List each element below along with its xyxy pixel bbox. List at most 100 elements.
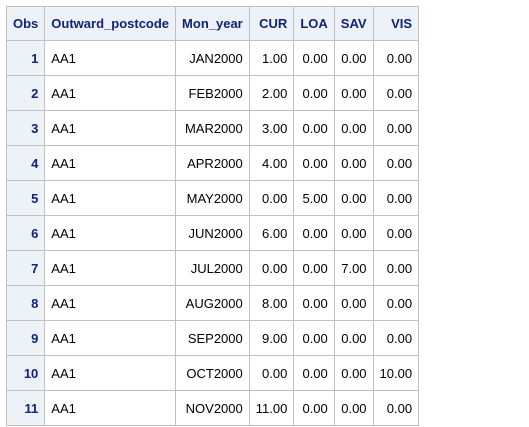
results-viewer: Obs Outward_postcode Mon_year CUR LOA SA… — [6, 6, 420, 426]
cell-obs: 2 — [7, 76, 45, 110]
table-row: 7 AA1 JUL2000 0.00 0.00 7.00 0.00 — [7, 251, 419, 285]
table-row: 2 AA1 FEB2000 2.00 0.00 0.00 0.00 — [7, 76, 419, 110]
header-vis: VIS — [373, 7, 419, 40]
cell-sav: 7.00 — [334, 251, 373, 285]
cell-loa: 0.00 — [294, 321, 334, 355]
cell-outward-postcode: AA1 — [45, 111, 176, 145]
cell-loa: 0.00 — [294, 286, 334, 320]
table-row: 10 AA1 OCT2000 0.00 0.00 0.00 10.00 — [7, 356, 419, 390]
cell-outward-postcode: AA1 — [45, 286, 176, 320]
cell-vis: 0.00 — [373, 146, 419, 180]
cell-obs: 5 — [7, 181, 45, 215]
cell-vis: 10.00 — [373, 356, 419, 390]
cell-obs: 11 — [7, 391, 45, 425]
cell-cur: 9.00 — [249, 321, 294, 355]
header-mon-year: Mon_year — [176, 7, 249, 40]
cell-vis: 0.00 — [373, 181, 419, 215]
table-row: 6 AA1 JUN2000 6.00 0.00 0.00 0.00 — [7, 216, 419, 250]
cell-outward-postcode: AA1 — [45, 41, 176, 75]
cell-vis: 0.00 — [373, 111, 419, 145]
table-header: Obs Outward_postcode Mon_year CUR LOA SA… — [7, 7, 419, 40]
cell-mon-year: FEB2000 — [176, 76, 249, 110]
cell-mon-year: MAY2000 — [176, 181, 249, 215]
cell-sav: 0.00 — [334, 286, 373, 320]
cell-loa: 0.00 — [294, 111, 334, 145]
cell-mon-year: JUL2000 — [176, 251, 249, 285]
cell-vis: 0.00 — [373, 76, 419, 110]
cell-cur: 6.00 — [249, 216, 294, 250]
cell-obs: 8 — [7, 286, 45, 320]
cell-cur: 4.00 — [249, 146, 294, 180]
cell-outward-postcode: AA1 — [45, 146, 176, 180]
cell-obs: 1 — [7, 41, 45, 75]
cell-mon-year: OCT2000 — [176, 356, 249, 390]
cell-mon-year: AUG2000 — [176, 286, 249, 320]
cell-cur: 0.00 — [249, 181, 294, 215]
cell-vis: 0.00 — [373, 391, 419, 425]
table-row: 11 AA1 NOV2000 11.00 0.00 0.00 0.00 — [7, 391, 419, 425]
cell-outward-postcode: AA1 — [45, 216, 176, 250]
cell-sav: 0.00 — [334, 146, 373, 180]
cell-sav: 0.00 — [334, 216, 373, 250]
cell-outward-postcode: AA1 — [45, 321, 176, 355]
cell-obs: 7 — [7, 251, 45, 285]
cell-loa: 0.00 — [294, 216, 334, 250]
header-outward-postcode: Outward_postcode — [45, 7, 176, 40]
cell-cur: 1.00 — [249, 41, 294, 75]
cell-cur: 3.00 — [249, 111, 294, 145]
data-table: Obs Outward_postcode Mon_year CUR LOA SA… — [6, 6, 420, 426]
cell-cur: 0.00 — [249, 251, 294, 285]
cell-obs: 6 — [7, 216, 45, 250]
cell-outward-postcode: AA1 — [45, 251, 176, 285]
cell-sav: 0.00 — [334, 356, 373, 390]
cell-sav: 0.00 — [334, 41, 373, 75]
header-sav: SAV — [334, 7, 373, 40]
cell-sav: 0.00 — [334, 391, 373, 425]
cell-mon-year: JAN2000 — [176, 41, 249, 75]
header-row: Obs Outward_postcode Mon_year CUR LOA SA… — [7, 7, 419, 40]
cell-loa: 0.00 — [294, 146, 334, 180]
cell-obs: 3 — [7, 111, 45, 145]
cell-obs: 4 — [7, 146, 45, 180]
cell-cur: 0.00 — [249, 356, 294, 390]
table-row: 9 AA1 SEP2000 9.00 0.00 0.00 0.00 — [7, 321, 419, 355]
cell-outward-postcode: AA1 — [45, 76, 176, 110]
cell-cur: 11.00 — [249, 391, 294, 425]
table-row: 8 AA1 AUG2000 8.00 0.00 0.00 0.00 — [7, 286, 419, 320]
cell-loa: 0.00 — [294, 41, 334, 75]
cell-mon-year: SEP2000 — [176, 321, 249, 355]
cell-obs: 10 — [7, 356, 45, 390]
cell-vis: 0.00 — [373, 41, 419, 75]
cell-cur: 8.00 — [249, 286, 294, 320]
header-cur: CUR — [249, 7, 294, 40]
cell-vis: 0.00 — [373, 251, 419, 285]
cell-loa: 5.00 — [294, 181, 334, 215]
cell-mon-year: APR2000 — [176, 146, 249, 180]
table-row: 5 AA1 MAY2000 0.00 5.00 0.00 0.00 — [7, 181, 419, 215]
cell-loa: 0.00 — [294, 356, 334, 390]
cell-outward-postcode: AA1 — [45, 181, 176, 215]
header-obs: Obs — [7, 7, 45, 40]
cell-loa: 0.00 — [294, 251, 334, 285]
header-loa: LOA — [294, 7, 334, 40]
cell-sav: 0.00 — [334, 321, 373, 355]
cell-loa: 0.00 — [294, 76, 334, 110]
cell-mon-year: NOV2000 — [176, 391, 249, 425]
cell-vis: 0.00 — [373, 216, 419, 250]
cell-outward-postcode: AA1 — [45, 356, 176, 390]
cell-loa: 0.00 — [294, 391, 334, 425]
cell-sav: 0.00 — [334, 111, 373, 145]
cell-mon-year: JUN2000 — [176, 216, 249, 250]
cell-obs: 9 — [7, 321, 45, 355]
cell-vis: 0.00 — [373, 286, 419, 320]
table-row: 3 AA1 MAR2000 3.00 0.00 0.00 0.00 — [7, 111, 419, 145]
table-body: 1 AA1 JAN2000 1.00 0.00 0.00 0.00 2 AA1 FEB2000 2.… — [7, 41, 419, 425]
cell-cur: 2.00 — [249, 76, 294, 110]
table-row: 1 AA1 JAN2000 1.00 0.00 0.00 0.00 — [7, 41, 419, 75]
cell-sav: 0.00 — [334, 181, 373, 215]
cell-vis: 0.00 — [373, 321, 419, 355]
table-row: 4 AA1 APR2000 4.00 0.00 0.00 0.00 — [7, 146, 419, 180]
cell-sav: 0.00 — [334, 76, 373, 110]
cell-mon-year: MAR2000 — [176, 111, 249, 145]
cell-outward-postcode: AA1 — [45, 391, 176, 425]
